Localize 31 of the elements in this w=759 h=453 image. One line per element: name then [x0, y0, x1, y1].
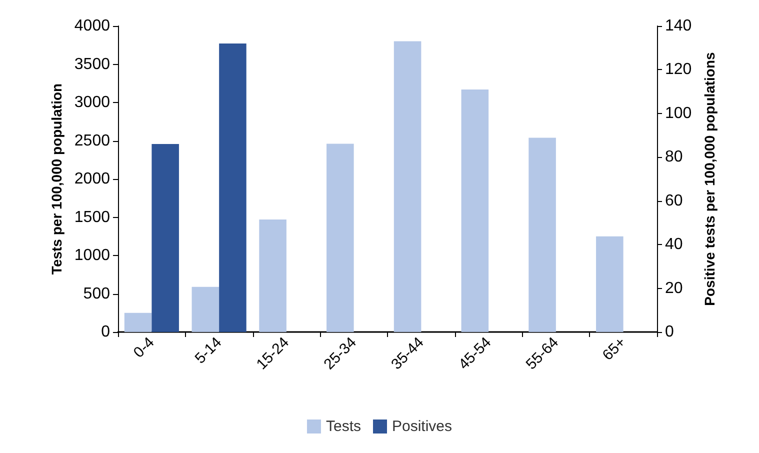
bar	[192, 286, 220, 332]
y2-axis-title: Positive tests per 100,000 populations	[702, 52, 718, 306]
legend-label: Tests	[326, 418, 361, 435]
y2-tick-label: 20	[665, 280, 683, 297]
y2-tick-label: 120	[665, 61, 692, 78]
bar	[124, 312, 152, 332]
y-tick-label: 1000	[74, 247, 110, 264]
y2-tick-label: 140	[665, 18, 692, 34]
y2-tick-label: 40	[665, 236, 683, 254]
x-tick-label: 65+	[599, 334, 630, 364]
y2-tick-label: 0	[665, 324, 674, 340]
bar	[596, 236, 624, 332]
legend-label: Positives	[392, 418, 452, 435]
y-tick-label: 3000	[74, 94, 110, 111]
y-tick-label: 2000	[74, 170, 110, 188]
bar	[326, 144, 354, 332]
bar	[461, 89, 489, 332]
y2-tick-label: 100	[665, 104, 692, 122]
y-tick-label: 500	[83, 285, 110, 302]
y-tick-label: 2500	[74, 132, 110, 150]
x-tick-label: 0-4	[130, 334, 158, 362]
y-tick-label: 1500	[74, 208, 110, 226]
y2-tick-label: 80	[665, 148, 683, 166]
bar	[394, 41, 422, 332]
bar	[528, 138, 556, 332]
y-tick-label: 0	[101, 324, 110, 340]
bar	[259, 220, 286, 332]
y2-tick-label: 60	[665, 192, 683, 210]
y-tick-label: 4000	[74, 18, 110, 34]
y-tick-label: 3500	[74, 56, 110, 73]
y-axis-title: Tests per 100,000 population	[48, 83, 65, 275]
